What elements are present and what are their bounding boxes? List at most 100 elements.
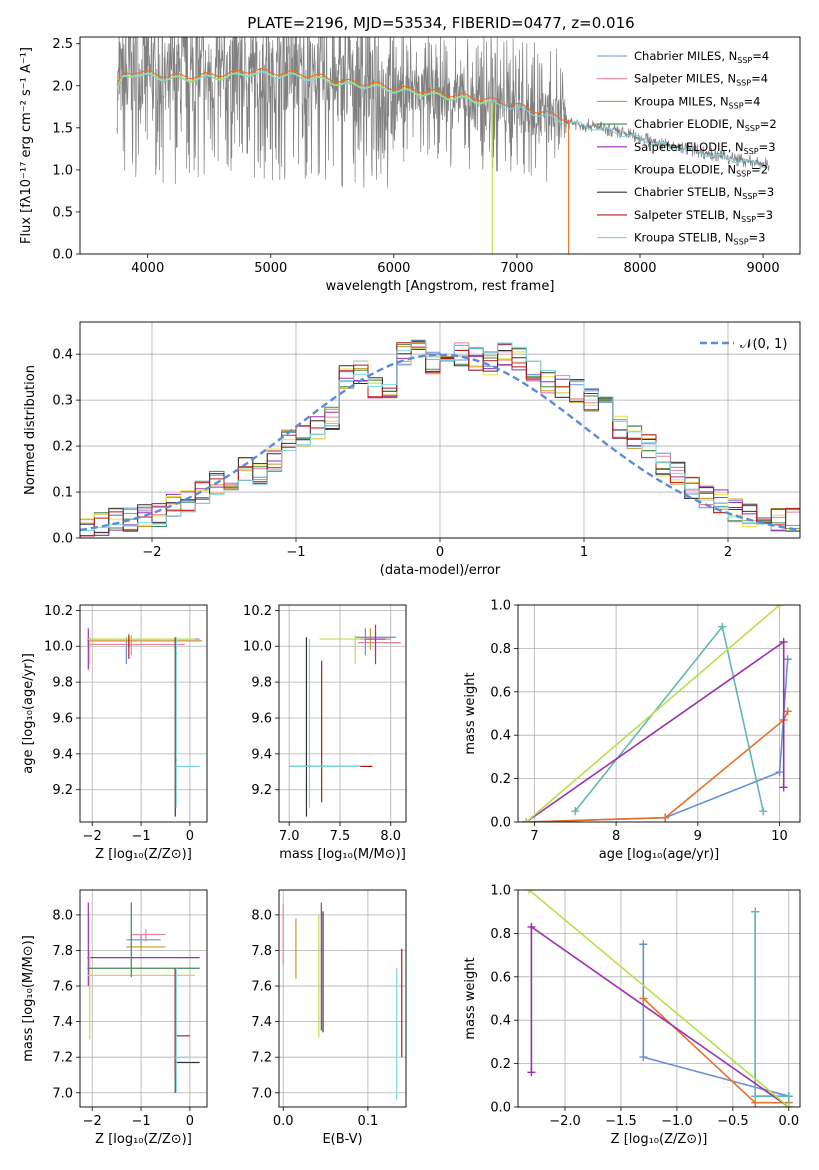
weight-point xyxy=(783,707,792,716)
legend-name: Kroupa STELIB, N xyxy=(634,231,734,245)
x-tick-label: 4000 xyxy=(131,261,164,276)
plot-area xyxy=(116,37,770,254)
y-tick-label: 9.4 xyxy=(251,747,272,762)
x-tick-label: 7000 xyxy=(500,261,533,276)
legend-name: Salpeter ELODIE, N xyxy=(634,140,744,154)
panel-weight-vs-age: 7 8 9 10 0.0 0.2 0.4 0.6 0.8 1.0 age [log₁₀(age/yr… xyxy=(463,599,801,862)
weight-point xyxy=(571,807,580,816)
weight-point xyxy=(527,922,536,931)
legend-subscript: SSP xyxy=(744,147,759,156)
weight-point xyxy=(784,1092,793,1101)
legend-name: Chabrier ELODIE, N xyxy=(634,117,745,131)
weight-point xyxy=(639,940,648,949)
y-tick-label: 9.4 xyxy=(52,747,73,762)
legend-label: Chabrier STELIB, NSSP=3 xyxy=(634,185,774,201)
panel-weight-vs-Z: −2.0 −1.5 −1.0 −0.5 0.0 0.0 0.2 0.4 0.6 0.8 1.0 Z [… xyxy=(463,884,801,1147)
x-tick-label: 8 xyxy=(612,829,620,844)
y-axis-label: Normed distribution xyxy=(23,365,38,495)
x-tick-label: 7 xyxy=(530,829,538,844)
y-tick-label: 7.2 xyxy=(251,1051,272,1066)
axes-frame xyxy=(79,889,208,1108)
weight-series-line xyxy=(754,911,790,1107)
legend-label: Chabrier ELODIE, NSSP=2 xyxy=(634,117,777,133)
y-tick-label: 1.5 xyxy=(52,121,73,136)
x-axis-label: wavelength [Angstrom, rest frame] xyxy=(326,279,555,294)
y-tick-label: 10.2 xyxy=(243,604,272,619)
x-tick-label: 1 xyxy=(580,545,588,560)
x-axis-label: (data-model)/error xyxy=(380,563,501,578)
x-tick-label: 8000 xyxy=(623,261,656,276)
x-tick-label: 0 xyxy=(186,829,194,844)
plot-area xyxy=(87,902,200,1093)
y-tick-label: 0.4 xyxy=(490,1014,511,1029)
axes-frame xyxy=(278,604,407,823)
y-tick-label: 9.6 xyxy=(52,711,73,726)
legend-name: Kroupa ELODIE, N xyxy=(634,163,736,177)
legend-count: =3 xyxy=(759,140,776,154)
weight-series-line xyxy=(642,997,789,1104)
weight-point xyxy=(522,818,531,822)
x-tick-label: −1 xyxy=(131,829,150,844)
axes-frame xyxy=(79,321,801,539)
legend-subscript: SSP xyxy=(737,56,752,65)
y-tick-label: 7.4 xyxy=(52,1015,73,1030)
weight-series-line xyxy=(526,710,789,822)
legend-subscript: SSP xyxy=(729,101,744,110)
y-tick-label: 7.8 xyxy=(251,944,272,959)
errorbar-cross xyxy=(174,637,176,817)
panel-mass-vs-EBV: 0.0 0.1 7.0 7.2 7.4 7.6 7.8 8.0 E(B-V) xyxy=(251,889,407,1147)
y-tick-label: 0.8 xyxy=(490,642,511,657)
weight-point xyxy=(525,890,534,894)
y-tick-label: 1.0 xyxy=(490,884,511,899)
x-tick-label: −1 xyxy=(286,545,305,560)
y-tick-label: 0.5 xyxy=(52,205,73,220)
x-tick-label: −1 xyxy=(131,1114,150,1129)
y-axis-label: mass weight xyxy=(463,957,478,1039)
x-axis-label: E(B-V) xyxy=(322,1132,362,1147)
errorbar-cross xyxy=(126,941,166,951)
x-tick-label: 9 xyxy=(694,829,702,844)
y-tick-label: 8.0 xyxy=(52,908,73,923)
x-tick-label: 0 xyxy=(436,545,444,560)
y-axis-label: mass [log₁₀(M/M⊙)] xyxy=(21,935,36,1062)
model-spectrum-lime xyxy=(116,70,493,104)
x-tick-label: 9000 xyxy=(747,261,780,276)
y-tick-label: 2.5 xyxy=(52,37,73,52)
legend-name: Salpeter STELIB, N xyxy=(634,208,741,222)
y-tick-label: 7.8 xyxy=(52,944,73,959)
errorbar-cross xyxy=(175,637,200,808)
model-spectrum-orange xyxy=(116,68,568,122)
errorbar-cross xyxy=(289,639,361,808)
plot-area xyxy=(522,605,792,822)
axes-frame xyxy=(79,36,801,255)
x-axis-label: Z [log₁₀(Z/Z⊙)] xyxy=(95,1132,192,1147)
plot-area xyxy=(525,890,793,1107)
panel-spectrum: 4000 5000 6000 7000 8000 9000 0.0 0.5 1.0 1.5 2.0 2… xyxy=(19,36,801,294)
weight-series-line xyxy=(574,624,764,812)
x-tick-label: 10 xyxy=(771,829,788,844)
errorbar-cross xyxy=(174,968,200,1093)
y-tick-label: 7.2 xyxy=(52,1051,73,1066)
axes-frame xyxy=(79,604,208,823)
weight-point xyxy=(751,907,760,916)
legend-count: =4 xyxy=(751,72,768,86)
weight-series-line xyxy=(528,890,790,1107)
weight-point xyxy=(759,807,768,816)
errorbar-cross xyxy=(87,628,90,670)
x-tick-label: −2.0 xyxy=(549,1114,581,1129)
legend-label: 𝒩(0, 1) xyxy=(740,337,787,352)
y-tick-label: 0.0 xyxy=(52,248,73,263)
histogram-series xyxy=(80,348,800,530)
y-tick-label: 0.4 xyxy=(490,729,511,744)
plot-area xyxy=(87,628,203,817)
x-tick-label: −2 xyxy=(83,829,102,844)
x-tick-label: 0.0 xyxy=(778,1114,799,1129)
y-tick-label: 0.6 xyxy=(490,970,511,985)
weight-point xyxy=(779,637,788,646)
y-axis-label: mass weight xyxy=(463,672,478,754)
axes-frame xyxy=(517,889,801,1108)
y-tick-label: 9.2 xyxy=(52,783,73,798)
weight-series-line xyxy=(526,659,789,822)
